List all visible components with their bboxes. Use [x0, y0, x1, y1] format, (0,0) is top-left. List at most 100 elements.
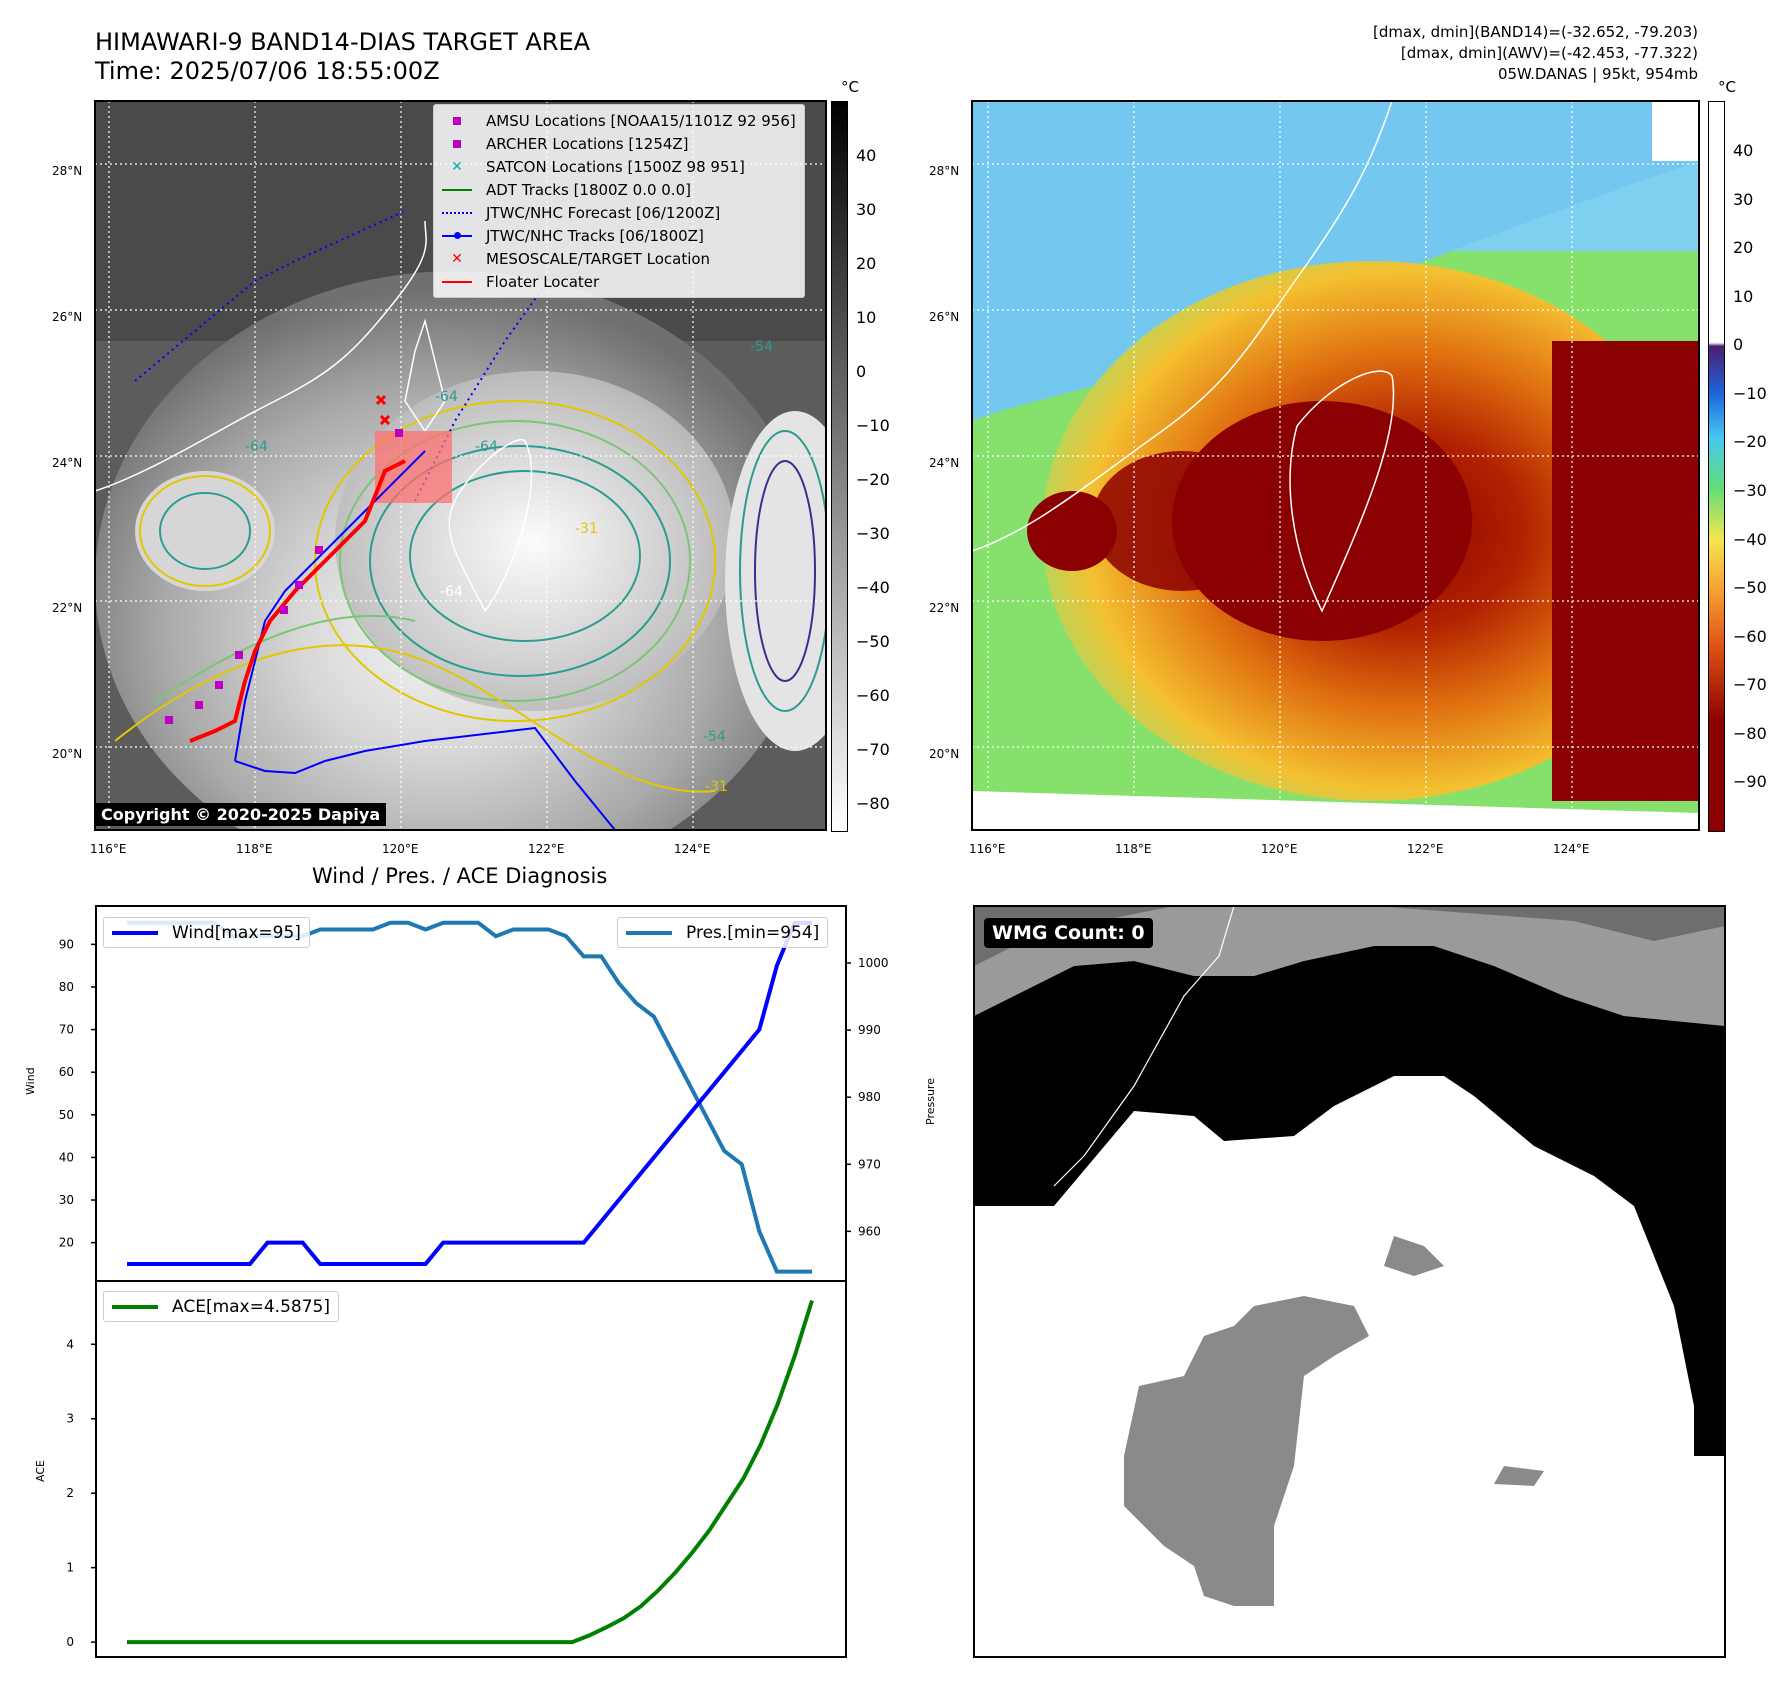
forecast-track-line: [134, 210, 406, 382]
lon-label: 116°E: [90, 842, 127, 856]
lon-label: 120°E: [382, 842, 419, 856]
stats-line1: [dmax, dmin](BAND14)=(-32.652, -79.203): [1373, 23, 1698, 41]
ace-tick-label: 2: [66, 1486, 74, 1500]
copyright-label: Copyright © 2020-2025 Dapiya: [95, 803, 387, 826]
lon-label: 118°E: [236, 842, 273, 856]
diagnosis-title: Wind / Pres. / ACE Diagnosis: [312, 864, 608, 888]
lat-label: 22°N: [929, 601, 960, 615]
blue-line-icon: [112, 926, 158, 940]
lat-label: 22°N: [52, 601, 83, 615]
stats-line2: [dmax, dmin](AWV)=(-42.453, -77.322): [1400, 44, 1698, 62]
lat-label: 28°N: [52, 164, 83, 178]
magenta-square-icon: [442, 137, 472, 151]
magenta-square-icon: [442, 114, 472, 128]
wind-series-line: [127, 921, 812, 1266]
ace-tick-label: 3: [66, 1412, 74, 1426]
awv-colorbar: [1708, 101, 1725, 832]
legend-row: JTWC/NHC Tracks [06/1800Z]: [442, 224, 796, 247]
pressure-tick-label: 1000: [858, 956, 889, 970]
tick-label: −10: [1733, 384, 1767, 403]
lon-label: 120°E: [1261, 842, 1298, 856]
wind-pressure-axes-frame: [95, 905, 847, 1282]
blue-line-dot-icon: [442, 229, 472, 243]
lat-label: 26°N: [52, 310, 83, 324]
wind-tick-label: 90: [59, 937, 74, 951]
page-title-line1: HIMAWARI-9 BAND14-DIAS TARGET AREA: [95, 28, 591, 56]
contour-label: -54: [750, 339, 773, 355]
page-title-line2: Time: 2025/07/06 18:55:00Z: [95, 57, 440, 85]
tick-label: 20: [1733, 238, 1754, 257]
lon-label: 124°E: [674, 842, 711, 856]
tick-label: −40: [856, 578, 890, 597]
tick-label: −60: [1733, 627, 1767, 646]
wind-tick-label: 80: [59, 980, 74, 994]
wmg-frame: [973, 905, 1726, 1658]
ir-map-panel: -64 -64 -64 -31 -54 -54 -31 -64 Copyrigh…: [95, 101, 826, 830]
tick-label: 20: [856, 254, 877, 273]
floater-locater-line: [189, 459, 406, 743]
steelblue-line-icon: [626, 926, 672, 940]
pressure-legend: Pres.[min=954]: [617, 917, 829, 948]
pressure-tick-label: 970: [858, 1157, 881, 1171]
legend-row: ADT Tracks [1800Z 0.0 0.0]: [442, 178, 796, 201]
tick-label: −10: [856, 416, 890, 435]
red-x-icon: ✕: [451, 250, 463, 267]
jtwc-track-line: [234, 726, 616, 830]
pressure-tick-label: 980: [858, 1090, 881, 1104]
contour-label: -64: [245, 439, 268, 455]
tick-label: 40: [856, 146, 877, 165]
legend-row: Floater Locater: [442, 270, 796, 293]
tick-label: −20: [856, 470, 890, 489]
ace-series-line: [127, 1299, 814, 1645]
tick-label: 0: [1733, 335, 1744, 354]
pressure-tick-label: 990: [858, 1023, 881, 1037]
awv-colorbar-unit: °C: [1718, 78, 1736, 96]
wmg-image: [974, 906, 1725, 1657]
wmg-count-label: WMG Count: 0: [984, 918, 1153, 948]
contour-label: -64: [435, 389, 458, 405]
wmg-panel: WMG Count: 0: [974, 906, 1725, 1657]
wind-legend: Wind[max=95]: [103, 917, 310, 948]
wind-tick-label: 70: [59, 1023, 74, 1037]
lon-label: 118°E: [1115, 842, 1152, 856]
ir-map-legend: AMSU Locations [NOAA15/1101Z 92 956] ARC…: [433, 104, 805, 298]
jtwc-track-line-2: [234, 450, 426, 762]
legend-row: JTWC/NHC Forecast [06/1200Z]: [442, 201, 796, 224]
cyan-x-icon: ✕: [451, 158, 463, 175]
amsu-markers: [165, 429, 403, 724]
tick-label: 30: [856, 200, 877, 219]
tick-label: 10: [856, 308, 877, 327]
legend-row: AMSU Locations [NOAA15/1101Z 92 956]: [442, 109, 796, 132]
legend-row: ✕ SATCON Locations [1500Z 98 951]: [442, 155, 796, 178]
lat-label: 28°N: [929, 164, 960, 178]
tick-label: 30: [1733, 190, 1754, 209]
wind-axis-label: Wind: [24, 1067, 37, 1095]
ace-tick-label: 4: [66, 1337, 74, 1351]
awv-map-image: [972, 101, 1699, 830]
tick-label: 40: [1733, 141, 1754, 160]
mesoscale-target-markers: [375, 394, 391, 426]
wind-tick-label: 20: [59, 1236, 74, 1250]
contour-label: -54: [703, 729, 726, 745]
lon-label: 116°E: [969, 842, 1006, 856]
pressure-axis-label: Pressure: [924, 1078, 937, 1125]
tick-label: −90: [1733, 772, 1767, 791]
ir-map-frame: [94, 100, 827, 831]
tick-label: −70: [856, 740, 890, 759]
ace-legend: ACE[max=4.5875]: [103, 1291, 339, 1322]
pressure-tick-label: 960: [858, 1224, 881, 1238]
lat-label: 24°N: [52, 456, 83, 470]
tick-label: 10: [1733, 287, 1754, 306]
ir-colorbar: [831, 101, 848, 832]
legend-row: ARCHER Locations [1254Z]: [442, 132, 796, 155]
tick-label: −80: [1733, 724, 1767, 743]
awv-map-panel: [972, 101, 1699, 830]
wind-tick-label: 50: [59, 1108, 74, 1122]
blue-dotted-line-icon: [442, 206, 472, 220]
ace-axes-frame: [95, 1280, 847, 1658]
pressure-series-line: [127, 920, 812, 1274]
green-line-icon: [442, 183, 472, 197]
tick-label: −60: [856, 686, 890, 705]
legend-row: ✕ MESOSCALE/TARGET Location: [442, 247, 796, 270]
lat-label: 26°N: [929, 310, 960, 324]
